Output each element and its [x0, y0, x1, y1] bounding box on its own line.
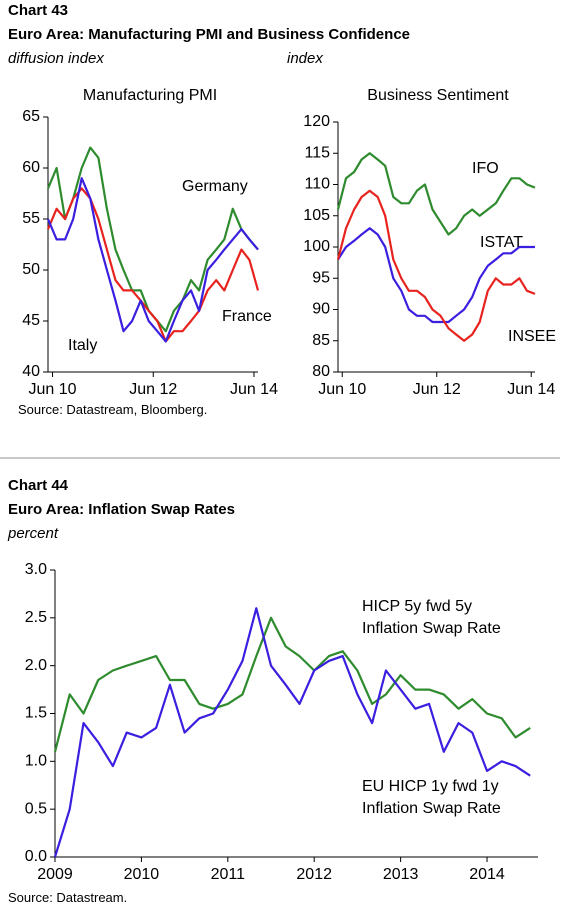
y-tick-label: 80	[312, 363, 330, 380]
x-tick-label: Jun 10	[29, 381, 77, 398]
separator	[0, 457, 560, 459]
y-tick-label: 1.0	[25, 753, 47, 770]
series-line	[46, 187, 260, 343]
x-tick-label: Jun 12	[413, 381, 461, 398]
x-tick-label: Jun 14	[230, 381, 278, 398]
series-label: INSEE	[508, 328, 557, 345]
y-axis-unit: index	[287, 50, 323, 67]
chart-number: Chart 43	[8, 2, 69, 19]
y-tick-label: 115	[304, 144, 330, 161]
y-tick-label: 85	[312, 332, 330, 349]
x-tick-label: Jun 12	[129, 381, 177, 398]
y-tick-label: 90	[312, 301, 330, 318]
series-line	[336, 152, 536, 236]
y-tick-label: 100	[303, 238, 330, 255]
series-line	[53, 616, 531, 753]
series-label: ISTAT	[480, 234, 523, 251]
x-tick-label: 2009	[37, 866, 73, 883]
y-tick-label: 65	[22, 108, 40, 125]
series-line	[336, 189, 536, 342]
x-tick-label: 2010	[124, 866, 160, 883]
series-label: IFO	[472, 160, 499, 177]
y-axis-unit: diffusion index	[8, 50, 104, 67]
series-label: Germany	[182, 178, 248, 195]
x-tick-label: 2013	[383, 866, 419, 883]
y-tick-label: 40	[22, 363, 40, 380]
y-tick-label: 45	[22, 312, 40, 329]
series-label: EU HICP 1y fwd 1y Inflation Swap Rate	[362, 778, 501, 817]
series-label: Italy	[68, 337, 98, 354]
y-tick-label: 55	[22, 210, 40, 227]
x-tick-label: 2011	[211, 866, 246, 883]
source: Source: Datastream.	[8, 890, 128, 905]
y-tick-label: 2.5	[25, 609, 47, 626]
series-line	[337, 227, 535, 324]
source: Source: Datastream, Bloomberg.	[18, 402, 208, 417]
x-tick-label: 2012	[296, 866, 332, 883]
y-tick-label: 120	[303, 113, 330, 130]
y-tick-label: 3.0	[25, 561, 47, 578]
x-tick-label: Jun 14	[507, 381, 555, 398]
y-tick-label: 2.0	[25, 657, 47, 674]
x-tick-label: Jun 10	[318, 381, 366, 398]
y-tick-label: 60	[22, 159, 40, 176]
x-tick-label: 2014	[469, 866, 505, 883]
series-line	[53, 607, 531, 858]
panel-title: Business Sentiment	[367, 87, 509, 104]
series-line	[46, 177, 259, 343]
chart-title: Euro Area: Manufacturing PMI and Busines…	[8, 26, 410, 43]
panel-title: Manufacturing PMI	[83, 87, 217, 104]
series-label: France	[222, 308, 272, 325]
chart-title: Euro Area: Inflation Swap Rates	[8, 501, 235, 518]
y-tick-label: 95	[312, 269, 330, 286]
y-axis-unit: percent	[8, 525, 59, 542]
y-tick-label: 1.5	[25, 705, 47, 722]
y-tick-label: 0.0	[25, 848, 47, 865]
y-tick-label: 105	[303, 207, 330, 224]
series-label: HICP 5y fwd 5y Inflation Swap Rate	[362, 598, 501, 637]
y-tick-label: 50	[22, 261, 40, 278]
chart-number: Chart 44	[8, 477, 69, 494]
y-tick-label: 110	[304, 176, 330, 193]
y-tick-label: 0.5	[25, 800, 47, 817]
